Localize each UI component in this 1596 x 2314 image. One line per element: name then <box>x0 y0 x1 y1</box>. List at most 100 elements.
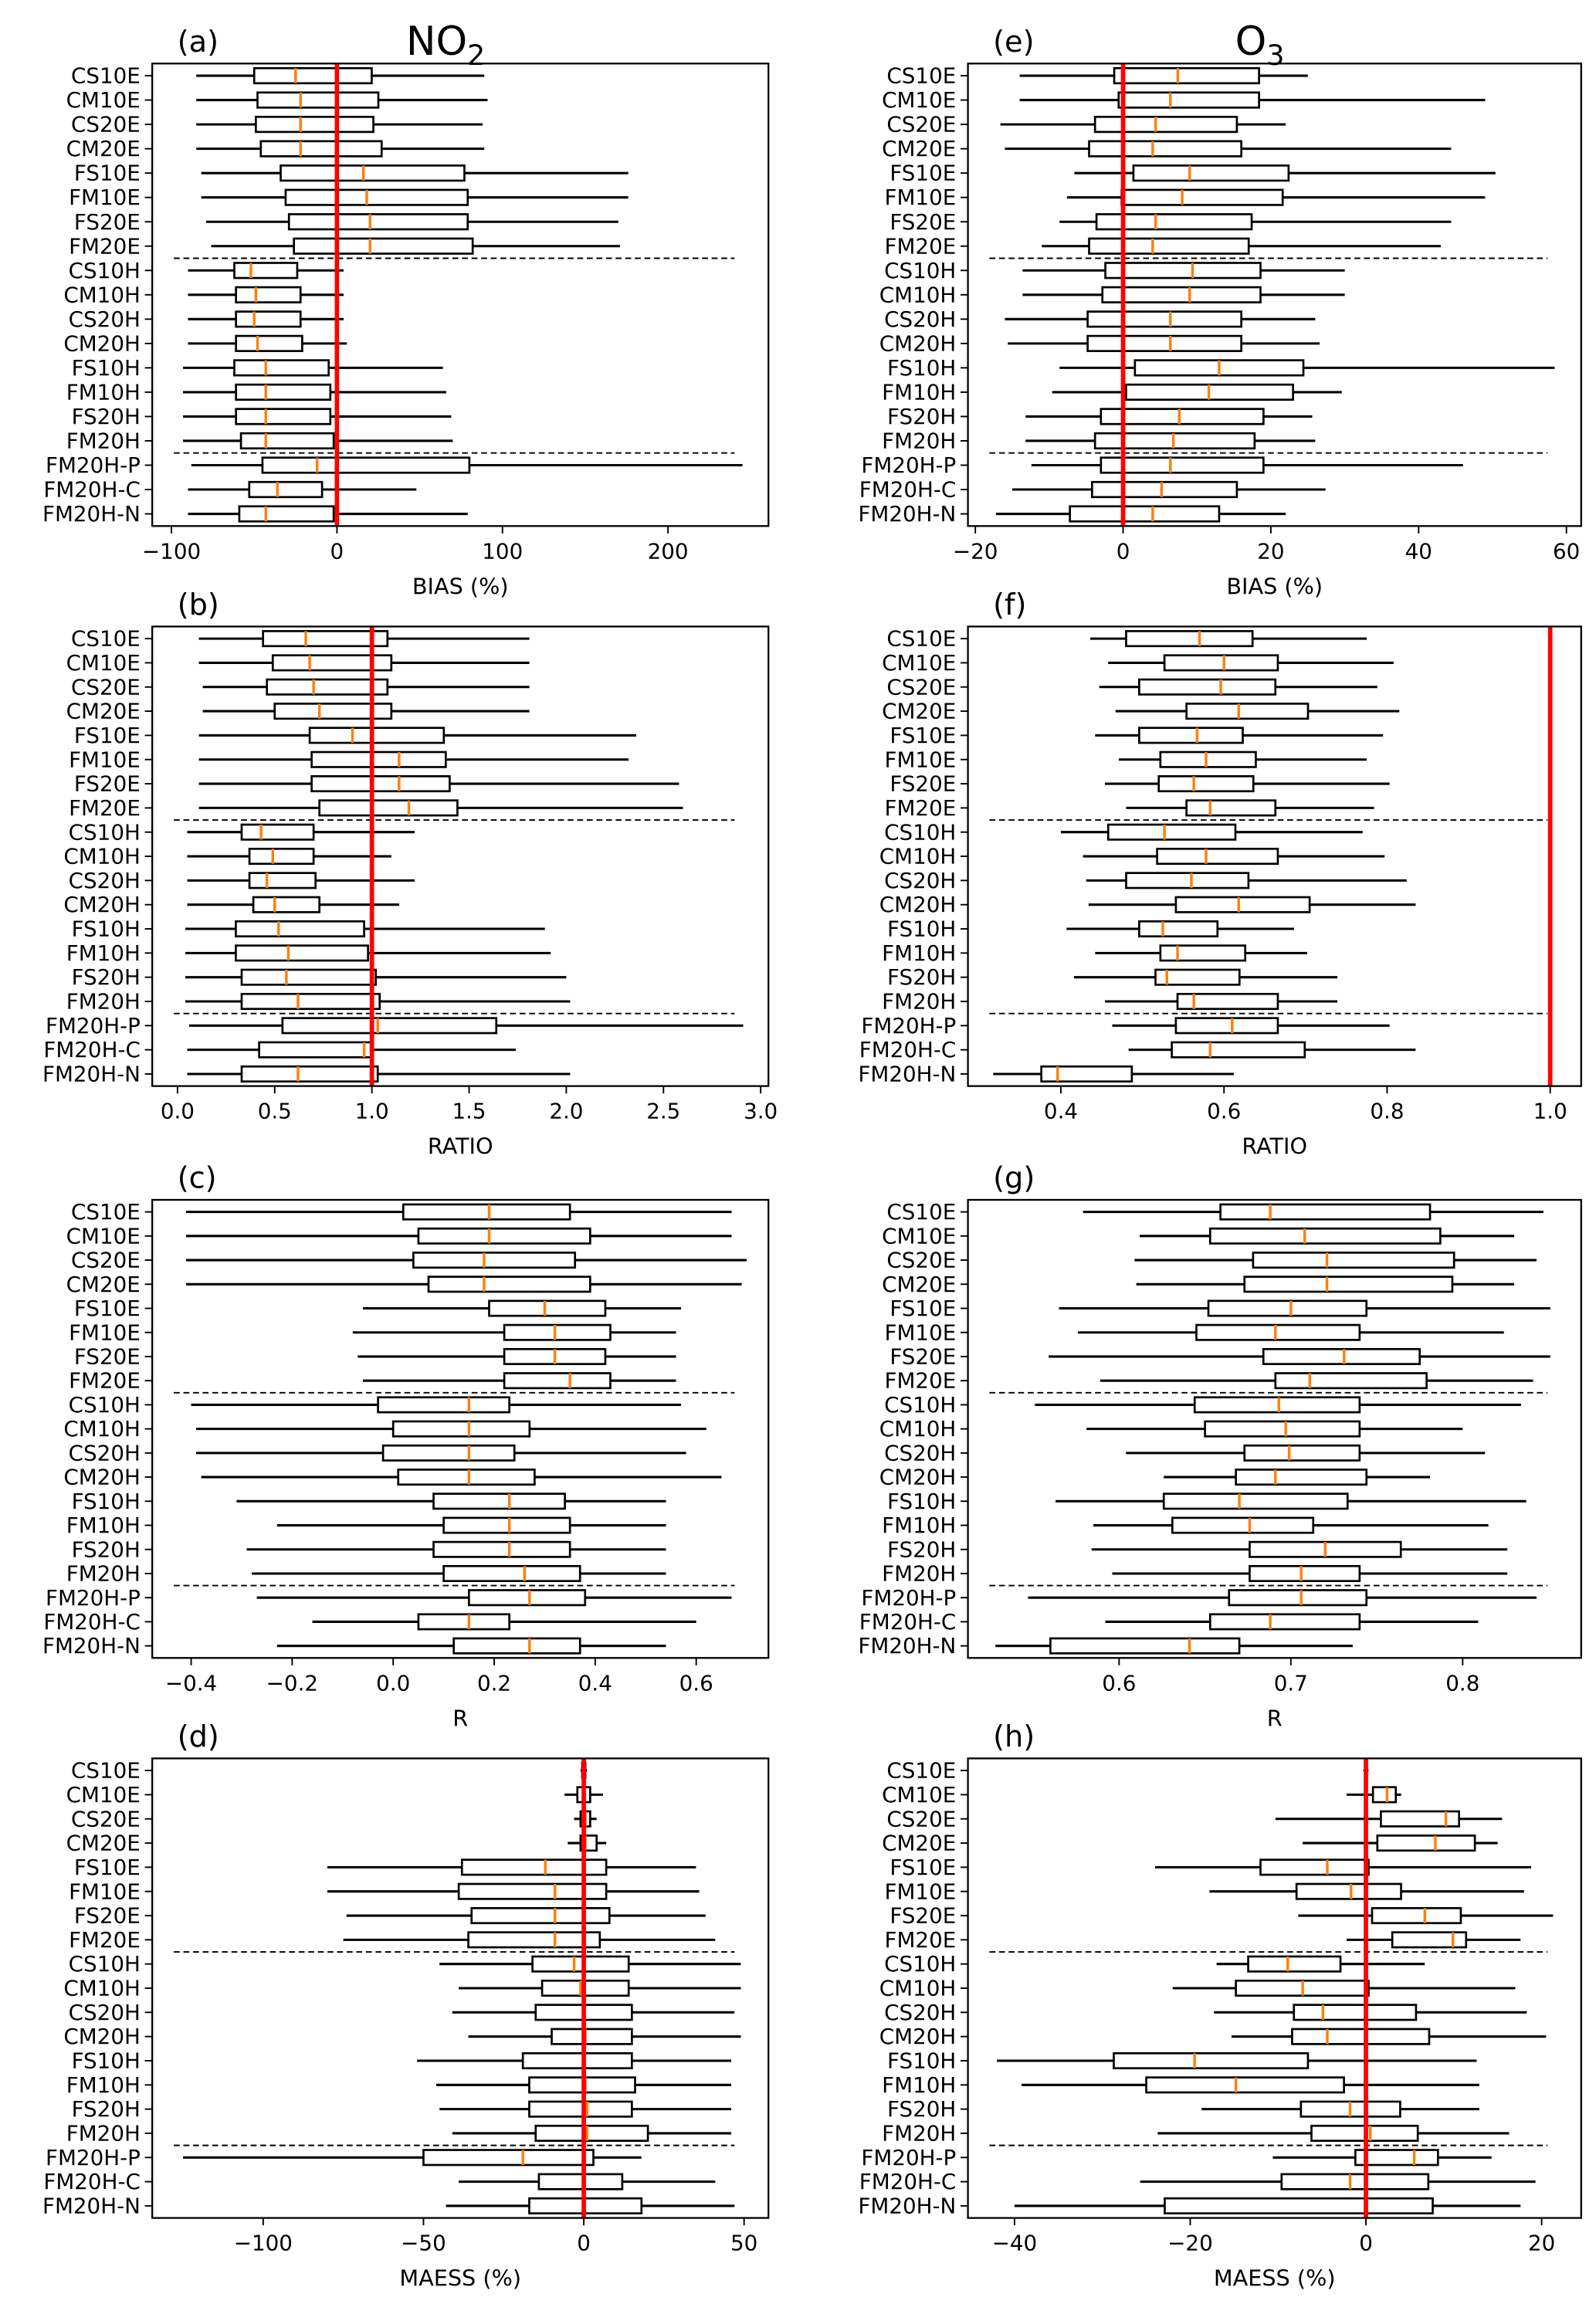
iqr-box <box>1171 1041 1306 1059</box>
y-tick-label: CS20E <box>71 1248 141 1273</box>
box-FM20H-N <box>187 1065 571 1083</box>
box-FM20E <box>198 799 683 817</box>
title-subscript: 2 <box>467 39 485 72</box>
box-FM20H-N <box>995 1637 1353 1655</box>
x-tick-label: 0.6 <box>679 1670 713 1696</box>
x-tick-label: 0.8 <box>1445 1670 1479 1696</box>
iqr-box <box>266 678 389 696</box>
iqr-box <box>1159 944 1247 962</box>
y-tick-label: CS20E <box>71 112 141 137</box>
iqr-box <box>1195 1323 1361 1341</box>
y-tick-label: CM20H <box>879 330 957 356</box>
iqr-box <box>235 383 332 401</box>
panel-label: (f) <box>993 588 1026 622</box>
x-axis-label: BIAS (%) <box>412 573 509 599</box>
iqr-box <box>261 456 471 474</box>
box-FM20E <box>362 1372 676 1390</box>
iqr-box <box>1171 1516 1315 1534</box>
iqr-box <box>1280 2173 1430 2190</box>
box-CS10E <box>1019 66 1308 85</box>
iqr-box <box>235 286 302 303</box>
iqr-box <box>402 1203 571 1221</box>
iqr-box <box>1219 1203 1432 1221</box>
x-tick-label: 0.6 <box>1102 1670 1136 1696</box>
iqr-box <box>1145 2076 1345 2094</box>
iqr-box <box>1138 727 1244 744</box>
box-FM10E <box>352 1323 676 1341</box>
title-subscript: 3 <box>1266 39 1284 72</box>
iqr-box <box>271 654 393 672</box>
title-main: NO <box>406 19 467 65</box>
panel-title: O3 <box>1235 19 1285 72</box>
box-FM10H <box>276 1516 666 1534</box>
box-FS20E <box>1049 1347 1550 1365</box>
y-tick-label: CS20H <box>884 307 956 332</box>
x-tick-label: 0.4 <box>578 1670 612 1696</box>
y-tick-label: FM10E <box>885 185 957 210</box>
box-FS20E <box>346 1906 706 1925</box>
y-tick-label: CM20H <box>63 892 141 917</box>
iqr-box <box>1156 847 1279 866</box>
y-tick-label: FM20H-P <box>861 1585 956 1611</box>
iqr-box <box>452 1637 581 1655</box>
iqr-box <box>1185 703 1310 720</box>
iqr-box <box>1174 1017 1279 1035</box>
y-tick-label: CS10E <box>71 63 141 89</box>
panel-label: (e) <box>993 25 1034 59</box>
y-tick-label: CS20E <box>71 674 141 700</box>
box-CM10H <box>1022 286 1345 303</box>
box-CM10E <box>198 654 530 672</box>
y-tick-label: FM10H <box>882 1513 956 1538</box>
iqr-box <box>1262 1347 1421 1365</box>
y-tick-label: FS10H <box>887 916 956 942</box>
y-tick-label: FM20H <box>882 429 956 454</box>
y-tick-label: FM20H <box>66 429 141 454</box>
iqr-box <box>318 799 459 817</box>
y-tick-label: FM10E <box>885 747 957 772</box>
box-CS10H <box>1216 1955 1425 1973</box>
y-tick-label: FM20H-P <box>46 1585 141 1611</box>
y-tick-label: CM10H <box>63 844 141 869</box>
x-tick-label: 0 <box>1117 538 1130 564</box>
box-CS10H <box>1035 1396 1521 1414</box>
box-FM10E <box>1066 188 1486 206</box>
y-tick-label: CS20E <box>886 674 956 700</box>
panel-label: (a) <box>178 25 219 59</box>
iqr-box <box>1371 1906 1462 1925</box>
iqr-box <box>1207 1299 1368 1317</box>
box-CS20H <box>188 310 344 328</box>
box-FS20E <box>1105 775 1390 793</box>
panel-label: (h) <box>993 1719 1035 1754</box>
box-CS10E <box>185 1203 732 1221</box>
box-CM20H <box>468 2028 741 2045</box>
iqr-box <box>310 775 451 793</box>
y-tick-label: CS10E <box>71 1758 141 1784</box>
y-tick-label: CM20E <box>882 1831 956 1856</box>
box-CM20E <box>1115 703 1400 720</box>
y-tick-label: FM20E <box>69 1927 141 1953</box>
box-CM10H <box>459 1979 741 1997</box>
y-tick-label: CS10H <box>69 1951 141 1977</box>
box-FS20H <box>439 2100 732 2118</box>
box-FM10H <box>183 383 446 401</box>
iqr-box <box>1049 1637 1241 1655</box>
y-tick-label: FS20H <box>72 964 141 990</box>
box-CS20H <box>452 2004 735 2021</box>
box-FS10E <box>1074 164 1496 182</box>
y-tick-label: FM20H-C <box>43 477 140 503</box>
x-tick-label: −20 <box>1167 2231 1213 2256</box>
iqr-box <box>377 1396 510 1414</box>
iqr-box <box>308 727 446 744</box>
y-tick-label: FM20H-N <box>42 1633 141 1658</box>
box-FM20H-N <box>995 505 1286 523</box>
box-CM10H <box>187 847 391 866</box>
x-tick-label: −40 <box>992 2231 1038 2256</box>
iqr-box <box>1117 91 1260 109</box>
iqr-box <box>503 1323 612 1341</box>
iqr-box <box>252 896 321 913</box>
iqr-box <box>1138 920 1219 938</box>
x-tick-label: 0.6 <box>1207 1099 1241 1124</box>
y-tick-label: FS20E <box>889 771 956 797</box>
iqr-box <box>1252 1252 1455 1269</box>
box-CM20H <box>187 896 399 913</box>
